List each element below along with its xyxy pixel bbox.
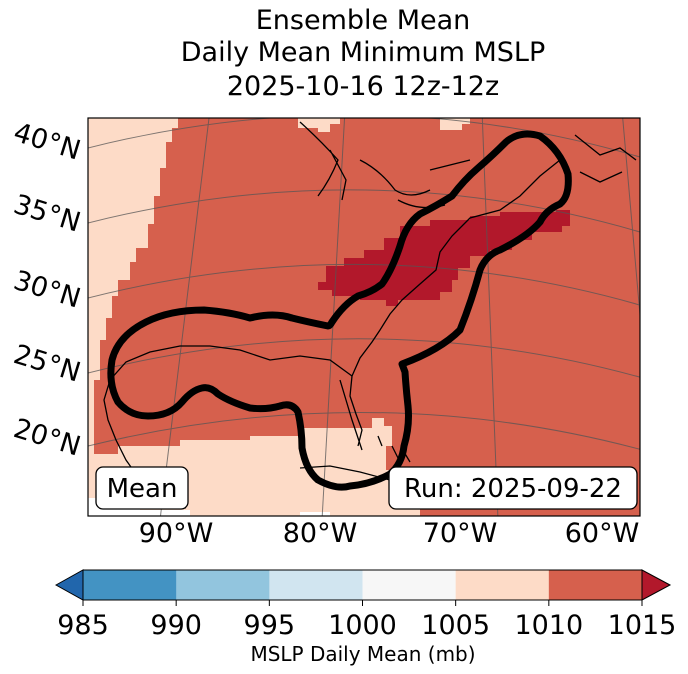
colorbar-segment-995-1000 [269,570,363,600]
colorbar: 985 990 995 1000 1005 1010 1015 MSLP Daily Mea… [54,569,677,666]
colorbar-tick-label-1010: 1010 [514,610,583,641]
lat-label-25: 25°N [10,339,84,389]
lon-label-90w: 90°W [139,518,214,549]
mean-badge-text: Mean [107,474,178,504]
run-badge-text: Run: 2025-09-22 [404,474,622,504]
colorbar-tick-label-1000: 1000 [328,610,397,641]
title-line-2: Daily Mean Minimum MSLP [180,37,546,68]
title-line-1: Ensemble Mean [255,5,471,36]
title-line-3: 2025-10-16 12z-12z [226,71,500,102]
colorbar-segment-1005-1010 [455,570,550,600]
graticule [88,118,640,516]
colorbar-tick-label-1015: 1015 [608,610,677,641]
map-panel [88,118,640,516]
colorbar-segment-1010-1015 [548,570,643,600]
lat-label-20: 20°N [10,413,84,463]
field-1005-1010-west [88,118,178,460]
colorbar-segment-1000-1005 [362,570,457,600]
run-badge: Run: 2025-09-22 [388,466,638,510]
lon-label-70w: 70°W [423,518,498,549]
lon-label-80w: 80°W [283,518,358,549]
lat-label-40: 40°N [10,117,84,167]
colorbar-segment-990-995 [176,570,270,600]
map-frame [87,117,641,517]
colorbar-under-arrow [54,569,84,601]
colorbar-label: MSLP Daily Mean (mb) [250,642,475,666]
ensemble-contour [107,130,572,491]
mean-badge: Mean [95,466,189,510]
field-1005-1010-northwest [298,118,340,132]
lon-label-60w: 60°W [565,518,640,549]
colorbar-tick-label-1005: 1005 [421,610,490,641]
lat-label-35: 35°N [10,189,84,239]
colorbar-tick-label-990: 990 [150,610,202,641]
colorbar-segment-985-990 [83,570,177,600]
colorbar-tick-label-995: 995 [244,610,296,641]
field-1000-1005 [88,498,330,516]
colorbar-tick-label-985: 985 [57,610,109,641]
colorbar-over-arrow [641,569,672,601]
lat-label-30: 30°N [10,265,84,315]
